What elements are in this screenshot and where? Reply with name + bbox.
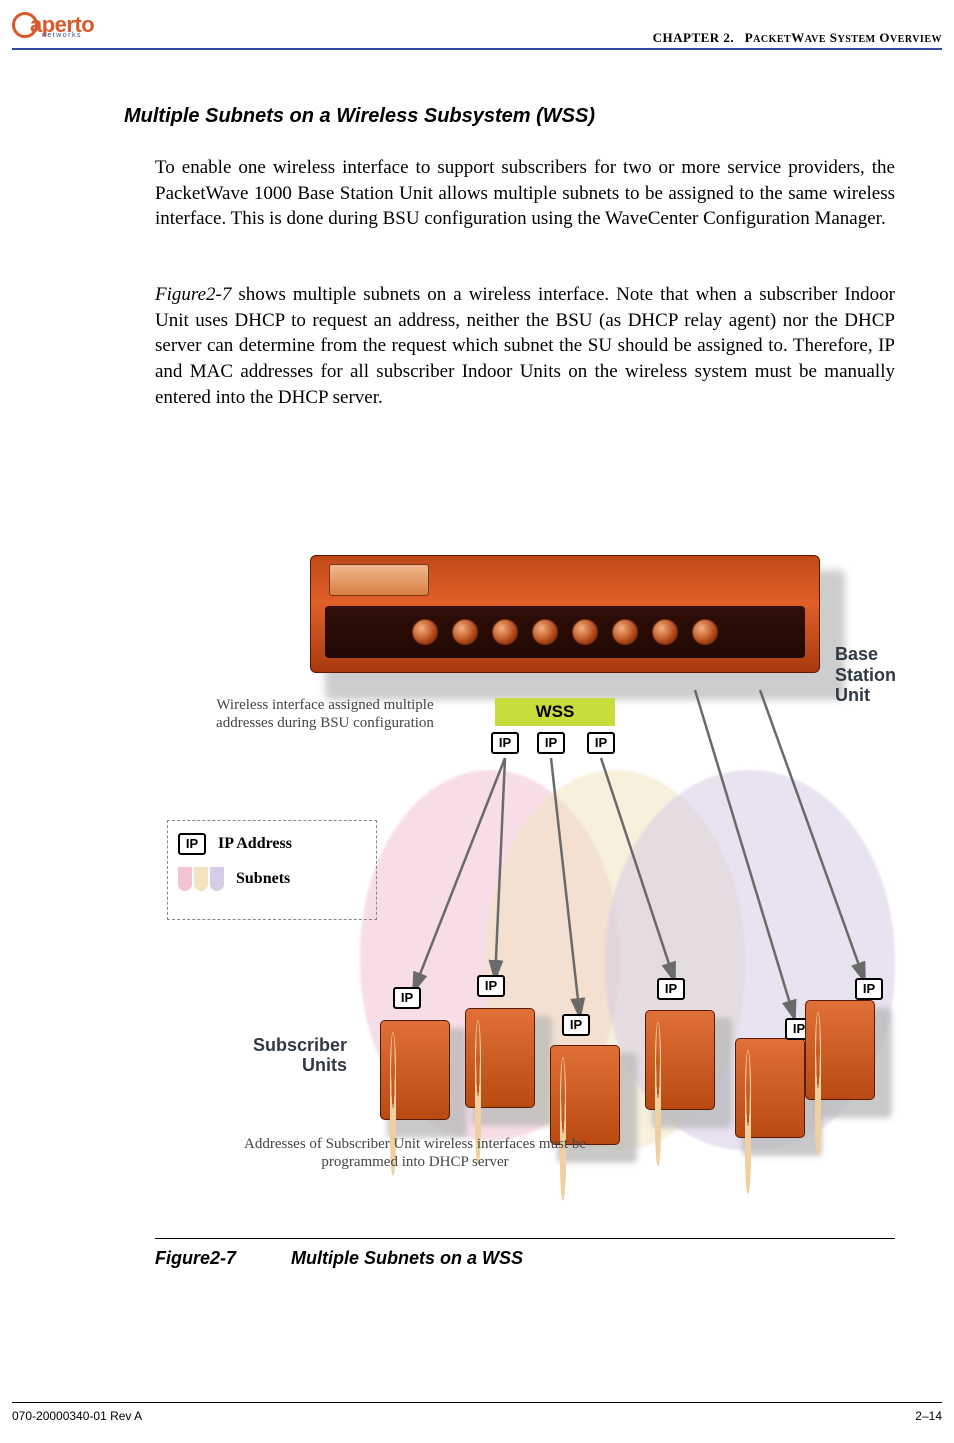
brand-logo: aperto networks — [12, 12, 122, 42]
bsu-label-line: Base — [835, 644, 878, 664]
bsu-led-icon — [652, 619, 678, 645]
bsu-label-line: Unit — [835, 685, 870, 705]
page-header: aperto networks CHAPTER 2. PACKETWAVE SY… — [12, 12, 942, 50]
wss-label: WSS — [495, 698, 615, 726]
ip-chip-icon: IP — [537, 732, 565, 754]
figure-rule — [155, 1238, 895, 1239]
figure-number: Figure2-7 — [155, 1248, 236, 1268]
figure-caption-text: Multiple Subnets on a WSS — [291, 1248, 523, 1268]
swatch-pink-icon — [178, 867, 192, 891]
ip-chip-icon: IP — [178, 833, 206, 855]
figure-caption: Figure2-7 Multiple Subnets on a WSS — [155, 1248, 523, 1269]
paragraph-1: To enable one wireless interface to supp… — [155, 155, 895, 232]
paragraph-2-body: shows multiple subnets on a wireless int… — [155, 284, 895, 408]
legend-ip-label: IP Address — [218, 835, 292, 853]
subscriber-unit-icon — [465, 1008, 535, 1108]
figure-reference: Figure2-7 — [155, 284, 231, 305]
subscriber-unit-icon — [645, 1010, 715, 1110]
bsu-led-icon — [532, 619, 558, 645]
swatch-cream-icon — [194, 867, 208, 891]
bsu-led-icon — [692, 619, 718, 645]
subscriber-unit-icon — [735, 1038, 805, 1138]
page-footer: 070-20000340-01 Rev A 2–14 — [12, 1402, 942, 1423]
bsu-led-icon — [612, 619, 638, 645]
note-su-addresses: Addresses of Subscriber Unit wireless in… — [230, 1135, 600, 1171]
legend-box: IP IP Address Subnets — [167, 820, 377, 920]
bsu-face-icon — [325, 606, 805, 658]
figure-diagram: WSS IP IP IP Base Station Unit Wireless … — [155, 540, 895, 1220]
logo-subtitle: networks — [42, 32, 82, 39]
section-heading: Multiple Subnets on a Wireless Subsystem… — [124, 105, 595, 128]
legend-subnets-row: Subnets — [178, 867, 366, 891]
footer-doc-id: 070-20000340-01 Rev A — [12, 1409, 142, 1423]
subscriber-unit-icon — [550, 1045, 620, 1145]
legend-ip-row: IP IP Address — [178, 833, 366, 855]
ip-chip-icon: IP — [562, 1014, 590, 1036]
ip-chip-icon: IP — [477, 975, 505, 997]
subscriber-unit-icon — [805, 1000, 875, 1100]
chapter-number: CHAPTER 2. — [653, 30, 735, 45]
note-wireless-interface: Wireless interface assigned multiple add… — [215, 696, 435, 732]
sub-label-line: Subscriber — [253, 1035, 347, 1055]
subscriber-units-label: Subscriber Units — [253, 1035, 347, 1075]
ip-chip-icon: IP — [393, 987, 421, 1009]
sub-label-line: Units — [302, 1055, 347, 1075]
bsu-card-icon — [329, 564, 429, 596]
chapter-heading: CHAPTER 2. PACKETWAVE SYSTEM OVERVIEW — [653, 30, 942, 46]
bsu-led-icon — [572, 619, 598, 645]
footer-page-number: 2–14 — [915, 1409, 942, 1423]
subnet-swatches-icon — [178, 867, 224, 891]
paragraph-2: Figure2-7 shows multiple subnets on a wi… — [155, 282, 895, 410]
bsu-led-icon — [492, 619, 518, 645]
chapter-title: PACKETWAVE SYSTEM OVERVIEW — [738, 31, 942, 45]
bsu-led-icon — [452, 619, 478, 645]
subscriber-unit-icon — [380, 1020, 450, 1120]
ip-chip-icon: IP — [855, 978, 883, 1000]
ip-chip-icon: IP — [491, 732, 519, 754]
bsu-led-icon — [412, 619, 438, 645]
ip-chip-icon: IP — [587, 732, 615, 754]
ip-chip-icon: IP — [657, 978, 685, 1000]
bsu-label-line: Station — [835, 665, 896, 685]
base-station-unit-icon — [310, 555, 820, 673]
legend-subnets-label: Subnets — [236, 870, 290, 888]
swatch-lavender-icon — [210, 867, 224, 891]
bsu-label: Base Station Unit — [835, 644, 896, 706]
